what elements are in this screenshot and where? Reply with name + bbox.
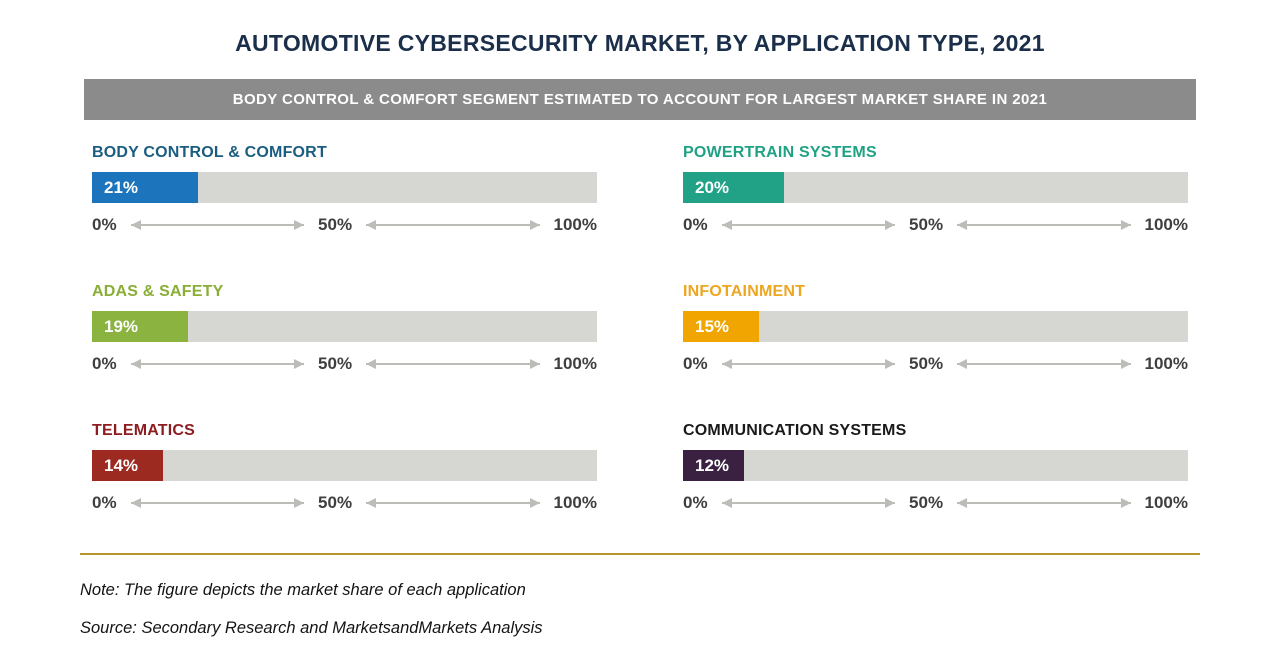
double-arrow-icon xyxy=(721,220,896,230)
axis-tick-0: 0% xyxy=(92,493,117,512)
bar-value-label: 14% xyxy=(104,455,139,475)
axis-tick-50: 50% xyxy=(318,354,353,373)
axis-tick-50: 50% xyxy=(318,493,353,512)
bar-track: 12% xyxy=(683,450,1188,481)
axis-tick-50: 50% xyxy=(909,354,944,373)
axis-tick-100: 100% xyxy=(1144,354,1188,373)
bar-fill: 12% xyxy=(683,450,744,481)
axis-tick-50: 50% xyxy=(909,215,944,234)
charts-grid: BODY CONTROL & COMFORT 21% 0% 50% 100% P… xyxy=(80,144,1200,513)
bar-value-label: 15% xyxy=(695,316,730,336)
bar-value-label: 21% xyxy=(104,177,139,197)
mini-bar-chart-body-control: BODY CONTROL & COMFORT 21% 0% 50% 100% xyxy=(92,144,597,235)
bar-value-label: 20% xyxy=(695,177,730,197)
axis-tick-0: 0% xyxy=(683,354,708,373)
bar-value-label: 12% xyxy=(695,455,730,475)
double-arrow-icon xyxy=(130,498,305,508)
bar-track: 14% xyxy=(92,450,597,481)
axis-tick-50: 50% xyxy=(909,493,944,512)
axis-tick-0: 0% xyxy=(683,215,708,234)
chart-title: COMMUNICATION SYSTEMS xyxy=(683,422,907,439)
double-arrow-icon xyxy=(130,220,305,230)
double-arrow-icon xyxy=(957,220,1131,230)
axis-tick-100: 100% xyxy=(553,354,597,373)
mini-bar-chart-communication: COMMUNICATION SYSTEMS 12% 0% 50% 100% xyxy=(683,422,1188,513)
chart-title: ADAS & SAFETY xyxy=(92,283,224,300)
chart-title: INFOTAINMENT xyxy=(683,283,806,300)
chart-title: BODY CONTROL & COMFORT xyxy=(92,144,327,161)
axis-tick-100: 100% xyxy=(553,215,597,234)
bar-fill: 14% xyxy=(92,450,163,481)
mini-bar-chart-adas: ADAS & SAFETY 19% 0% 50% 100% xyxy=(92,283,597,374)
axis: 0% 50% 100% xyxy=(92,354,597,374)
axis: 0% 50% 100% xyxy=(683,215,1188,235)
double-arrow-icon xyxy=(130,359,305,369)
chart-title: POWERTRAIN SYSTEMS xyxy=(683,144,877,161)
mini-bar-chart-powertrain: POWERTRAIN SYSTEMS 20% 0% 50% 100% xyxy=(683,144,1188,235)
bar-fill: 21% xyxy=(92,172,199,203)
double-arrow-icon xyxy=(957,498,1131,508)
banner: BODY CONTROL & COMFORT SEGMENT ESTIMATED… xyxy=(84,79,1196,120)
axis: 0% 50% 100% xyxy=(683,493,1188,513)
bar-fill: 19% xyxy=(92,311,188,342)
note-text: Note: The figure depicts the market shar… xyxy=(80,581,526,599)
axis-tick-100: 100% xyxy=(1144,215,1188,234)
double-arrow-icon xyxy=(721,359,896,369)
axis: 0% 50% 100% xyxy=(92,215,597,235)
gold-divider xyxy=(80,553,1200,555)
double-arrow-icon xyxy=(957,359,1131,369)
bar-fill: 20% xyxy=(683,172,784,203)
axis-tick-50: 50% xyxy=(318,215,353,234)
bar-value-label: 19% xyxy=(104,316,139,336)
double-arrow-icon xyxy=(366,220,540,230)
source-text: Source: Secondary Research and Marketsan… xyxy=(80,619,543,637)
axis-tick-0: 0% xyxy=(92,354,117,373)
axis-tick-0: 0% xyxy=(683,493,708,512)
axis-tick-100: 100% xyxy=(1144,493,1188,512)
bar-track: 20% xyxy=(683,172,1188,203)
bar-fill: 15% xyxy=(683,311,759,342)
double-arrow-icon xyxy=(366,359,540,369)
axis: 0% 50% 100% xyxy=(92,493,597,513)
chart-title: TELEMATICS xyxy=(92,422,196,439)
bar-track: 21% xyxy=(92,172,597,203)
axis-tick-0: 0% xyxy=(92,215,117,234)
mini-bar-chart-infotainment: INFOTAINMENT 15% 0% 50% 100% xyxy=(683,283,1188,374)
axis-tick-100: 100% xyxy=(553,493,597,512)
double-arrow-icon xyxy=(721,498,896,508)
bar-track: 19% xyxy=(92,311,597,342)
axis: 0% 50% 100% xyxy=(683,354,1188,374)
mini-bar-chart-telematics: TELEMATICS 14% 0% 50% 100% xyxy=(92,422,597,513)
banner-text: BODY CONTROL & COMFORT SEGMENT ESTIMATED… xyxy=(232,91,1048,108)
double-arrow-icon xyxy=(366,498,540,508)
page-title: AUTOMOTIVE CYBERSECURITY MARKET, BY APPL… xyxy=(235,30,1045,56)
bar-track: 15% xyxy=(683,311,1188,342)
